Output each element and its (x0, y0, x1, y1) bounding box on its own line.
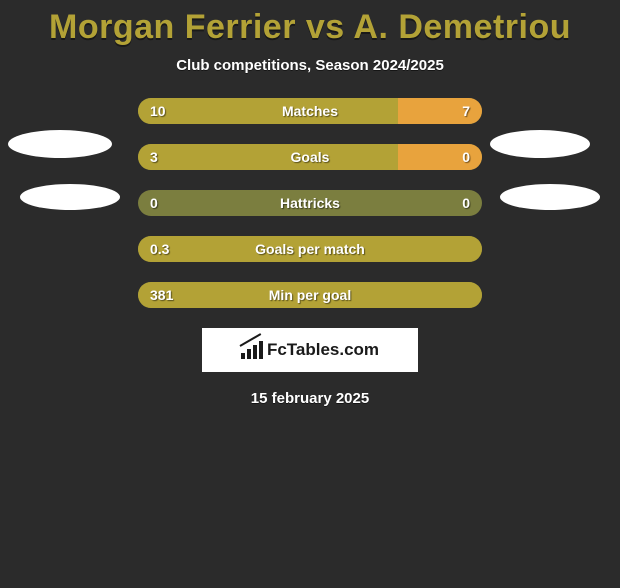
logo-text: FcTables.com (267, 340, 379, 360)
player-avatar-placeholder (500, 184, 600, 210)
stat-row: 30Goals (138, 144, 482, 170)
subtitle: Club competitions, Season 2024/2025 (0, 57, 620, 74)
stat-label: Matches (138, 98, 482, 124)
footer-date: 15 february 2025 (0, 390, 620, 407)
fctables-logo[interactable]: FcTables.com (202, 328, 418, 372)
page-title: Morgan Ferrier vs A. Demetriou (0, 8, 620, 47)
stat-label: Min per goal (138, 282, 482, 308)
stat-row: 107Matches (138, 98, 482, 124)
stat-label: Hattricks (138, 190, 482, 216)
stat-row: 381Min per goal (138, 282, 482, 308)
player-avatar-placeholder (490, 130, 590, 158)
stat-row: 0.3Goals per match (138, 236, 482, 262)
stat-label: Goals per match (138, 236, 482, 262)
player-avatar-placeholder (20, 184, 120, 210)
player-avatar-placeholder (8, 130, 112, 158)
stat-label: Goals (138, 144, 482, 170)
stat-row: 00Hattricks (138, 190, 482, 216)
logo-chart-icon (241, 341, 263, 359)
